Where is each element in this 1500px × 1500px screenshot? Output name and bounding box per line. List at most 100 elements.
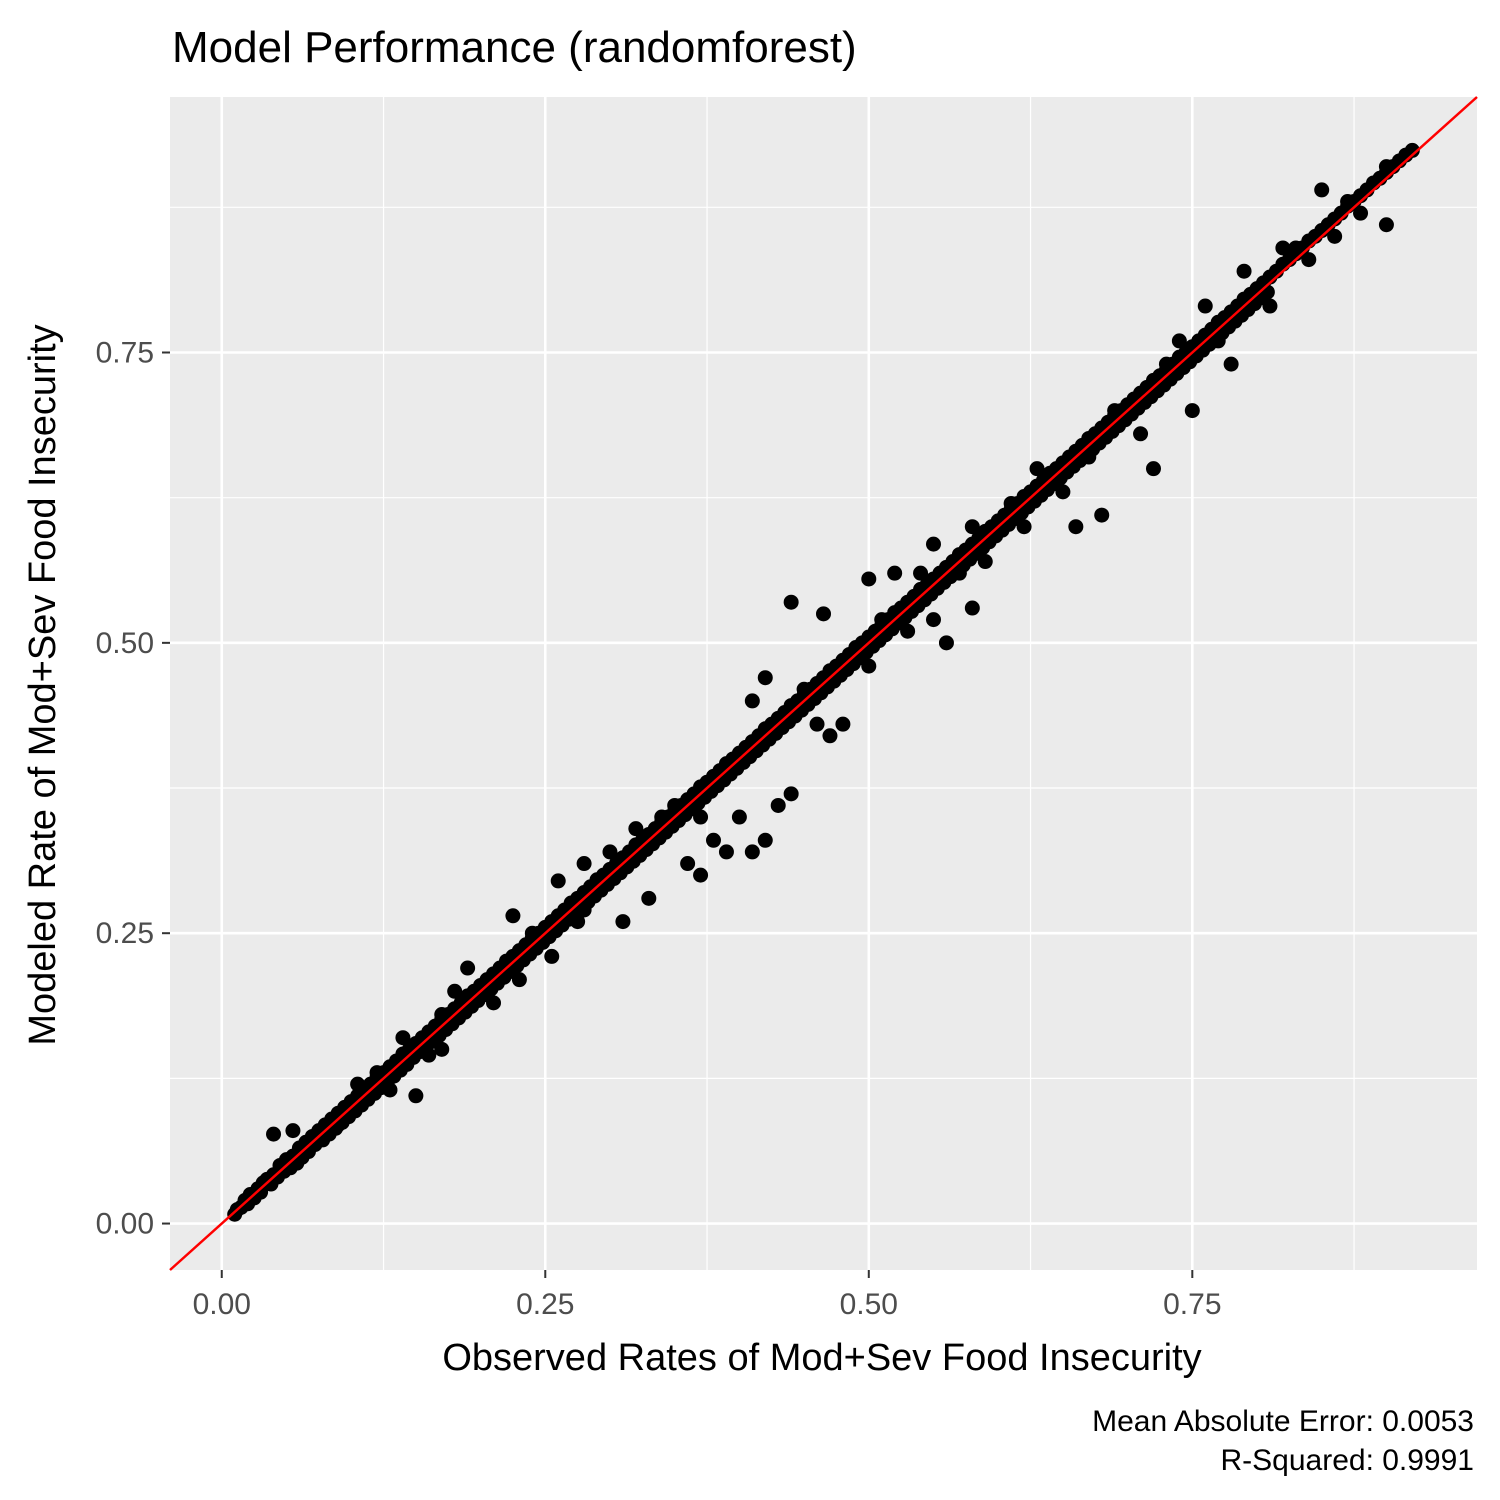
data-point xyxy=(1262,298,1278,314)
data-point xyxy=(602,844,618,860)
data-point xyxy=(1288,240,1304,256)
data-point xyxy=(938,635,954,651)
data-point xyxy=(861,658,877,674)
data-point xyxy=(744,844,760,860)
y-tick-label: 0.00 xyxy=(96,1208,154,1241)
data-point xyxy=(861,571,877,587)
data-point xyxy=(887,565,903,581)
data-point xyxy=(1378,217,1394,233)
data-point xyxy=(951,565,967,581)
data-point xyxy=(667,797,683,813)
data-point xyxy=(770,797,786,813)
data-point xyxy=(1094,507,1110,523)
data-point xyxy=(913,565,929,581)
data-point xyxy=(486,995,502,1011)
data-point xyxy=(505,908,521,924)
data-point xyxy=(693,809,709,825)
y-tick-label: 0.50 xyxy=(96,627,154,660)
data-point xyxy=(900,623,916,639)
data-point xyxy=(570,914,586,930)
data-point xyxy=(382,1082,398,1098)
data-point xyxy=(434,1006,450,1022)
data-point xyxy=(1353,205,1369,221)
data-point xyxy=(964,519,980,535)
data-point xyxy=(408,1088,424,1104)
data-point xyxy=(757,832,773,848)
data-point xyxy=(524,925,540,941)
x-tick-label: 0.75 xyxy=(1163,1288,1221,1321)
x-tick-label: 0.50 xyxy=(840,1288,898,1321)
data-point xyxy=(783,786,799,802)
data-point xyxy=(693,867,709,883)
data-point xyxy=(783,594,799,610)
data-point xyxy=(576,902,592,918)
data-point xyxy=(615,914,631,930)
data-point xyxy=(544,948,560,964)
data-point xyxy=(874,612,890,628)
data-point xyxy=(1081,449,1097,465)
data-point xyxy=(369,1065,385,1081)
x-axis-title: Observed Rates of Mod+Sev Food Insecurit… xyxy=(442,1337,1201,1379)
data-point xyxy=(447,983,463,999)
data-point xyxy=(1068,519,1084,535)
data-point xyxy=(350,1076,366,1092)
data-point xyxy=(744,693,760,709)
data-point xyxy=(576,856,592,872)
data-point xyxy=(816,606,831,622)
data-point xyxy=(706,832,722,848)
caption-r-squared: R-Squared: 0.9991 xyxy=(1220,1444,1474,1477)
data-point xyxy=(809,716,825,732)
data-point xyxy=(285,1123,301,1139)
data-point xyxy=(1223,356,1239,372)
chart-title: Model Performance (randomforest) xyxy=(172,23,857,72)
data-point xyxy=(434,1041,450,1057)
data-point xyxy=(1133,426,1149,442)
caption-mae: Mean Absolute Error: 0.0053 xyxy=(1092,1405,1474,1438)
data-point xyxy=(757,670,773,686)
data-point xyxy=(1236,263,1252,279)
data-point xyxy=(1158,356,1174,372)
data-point xyxy=(1197,298,1213,314)
data-point xyxy=(680,856,696,872)
data-point xyxy=(266,1126,282,1142)
data-point xyxy=(1327,228,1343,244)
y-tick-label: 0.75 xyxy=(96,337,154,370)
data-point xyxy=(511,972,527,988)
y-axis-title: Modeled Rate of Mod+Sev Food Insecurity xyxy=(22,324,64,1045)
data-point xyxy=(641,890,657,906)
data-point xyxy=(1171,333,1187,349)
x-tick-label: 0.00 xyxy=(193,1288,251,1321)
data-point xyxy=(1210,333,1226,349)
data-point xyxy=(1016,519,1032,535)
data-point xyxy=(835,716,851,732)
data-point xyxy=(925,612,941,628)
data-point xyxy=(1275,240,1291,256)
data-point xyxy=(731,809,747,825)
y-axis-ticks: 0.00 0.25 0.50 0.75 xyxy=(96,337,170,1241)
data-point xyxy=(654,809,670,825)
data-point xyxy=(1340,194,1356,210)
data-point xyxy=(1107,403,1123,419)
x-tick-label: 0.25 xyxy=(516,1288,574,1321)
data-point xyxy=(1029,461,1045,477)
gridlines xyxy=(170,97,1477,1270)
data-point xyxy=(964,600,980,616)
data-point xyxy=(628,821,644,837)
reference-line xyxy=(169,96,1478,1271)
data-point xyxy=(796,681,812,697)
data-point xyxy=(925,536,941,552)
data-point xyxy=(460,960,476,976)
data-point xyxy=(1404,142,1420,158)
data-point xyxy=(1145,461,1161,477)
data-point xyxy=(1184,403,1200,419)
data-point xyxy=(718,844,734,860)
y-tick-label: 0.25 xyxy=(96,917,154,950)
data-point xyxy=(1314,182,1330,198)
data-point xyxy=(1301,252,1317,268)
data-point xyxy=(977,554,993,570)
data-point xyxy=(421,1047,437,1063)
data-point xyxy=(822,728,838,744)
data-point xyxy=(395,1030,411,1046)
x-axis-ticks: 0.00 0.25 0.50 0.75 xyxy=(193,1270,1222,1321)
